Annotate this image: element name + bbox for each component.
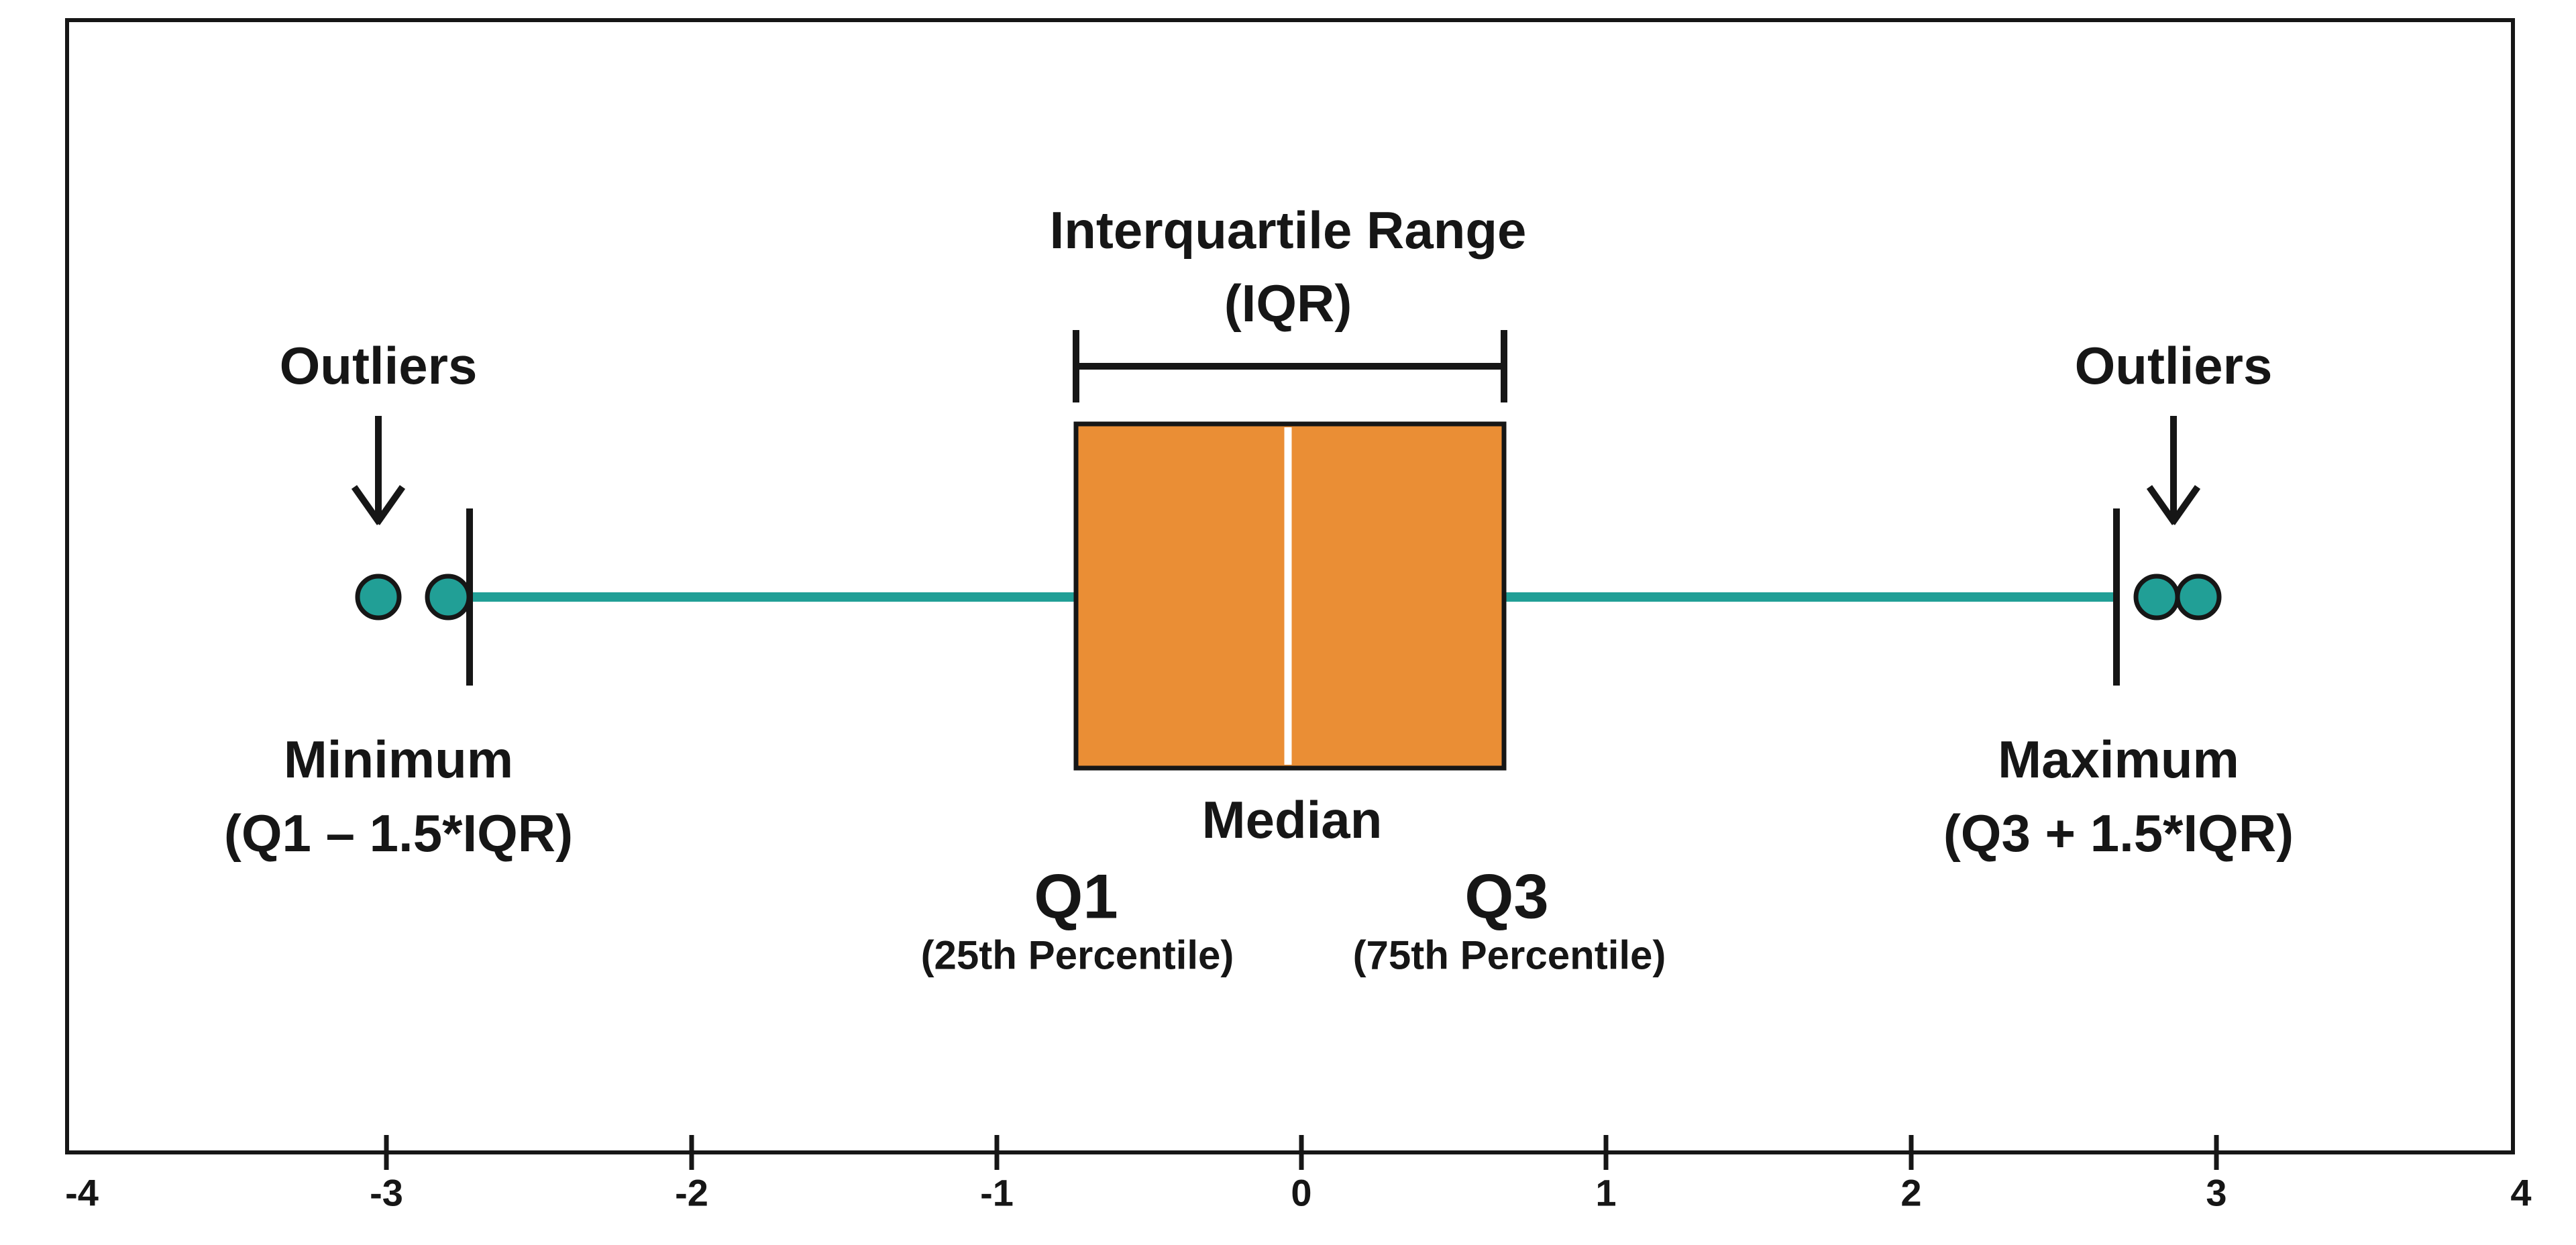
q3-percentile-label: (75th Percentile) bbox=[1353, 933, 1666, 978]
axis-tick-label: -2 bbox=[675, 1172, 708, 1214]
outliers-label-right: Outliers bbox=[2075, 336, 2273, 395]
axis-tick-label: -4 bbox=[65, 1172, 99, 1214]
arrow-head bbox=[351, 485, 383, 525]
x-axis: -4 -3 -2 -1 0 1 2 3 4 bbox=[65, 1135, 2532, 1214]
minimum-label: Minimum bbox=[284, 730, 513, 789]
axis-tick-label: 3 bbox=[2206, 1172, 2226, 1214]
axis-tick-label: -3 bbox=[370, 1172, 403, 1214]
outlier-dot bbox=[2133, 574, 2180, 620]
iqr-bracket bbox=[1073, 330, 1507, 402]
outlier-dot bbox=[2175, 574, 2222, 620]
median-label: Median bbox=[1202, 790, 1383, 849]
arrow-head bbox=[374, 485, 406, 525]
axis-tick-label: 0 bbox=[1291, 1172, 1311, 1214]
outlier-arrow-right-icon bbox=[2146, 416, 2201, 525]
plot-frame bbox=[65, 18, 2515, 1154]
minimum-formula-label: (Q1 – 1.5*IQR) bbox=[224, 804, 573, 863]
arrow-head bbox=[2146, 485, 2178, 525]
q1-percentile-label: (25th Percentile) bbox=[921, 933, 1234, 978]
axis-tick-label: 4 bbox=[2510, 1172, 2531, 1214]
axis-tick-label: 2 bbox=[1900, 1172, 1921, 1214]
axis-tick-label: -1 bbox=[980, 1172, 1014, 1214]
axis-tick-label: 1 bbox=[1595, 1172, 1616, 1214]
outlier-arrow-left-icon bbox=[351, 416, 406, 525]
maximum-formula-label: (Q3 + 1.5*IQR) bbox=[1943, 804, 2294, 863]
q3-label: Q3 bbox=[1464, 861, 1548, 932]
q1-label: Q1 bbox=[1034, 861, 1118, 932]
outlier-points bbox=[355, 574, 2222, 620]
outlier-dot bbox=[355, 574, 402, 620]
outlier-dot bbox=[425, 574, 472, 620]
figure-title-line2: (IQR) bbox=[1224, 274, 1352, 333]
figure-title-line1: Interquartile Range bbox=[1050, 201, 1527, 260]
arrow-head bbox=[2169, 485, 2201, 525]
outliers-label-left: Outliers bbox=[280, 336, 478, 395]
maximum-label: Maximum bbox=[1998, 730, 2239, 789]
